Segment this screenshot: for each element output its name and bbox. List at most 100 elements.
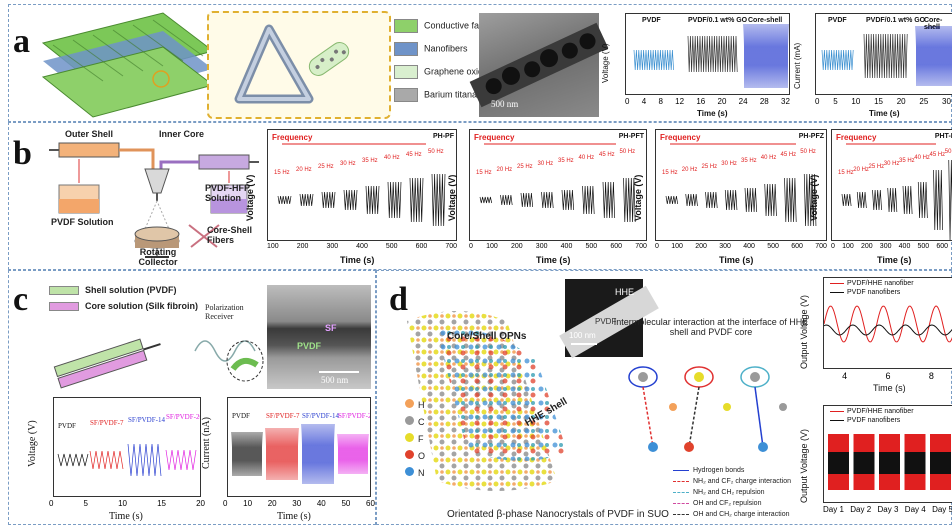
chart-b-hz-label-4: 35 Hz — [899, 158, 915, 164]
atom-legend: H C F O N — [405, 399, 445, 489]
a-voltage-x-tick-1: 4 — [641, 97, 647, 106]
b-series-segment-7 — [623, 177, 636, 223]
b-series-segment-4 — [744, 187, 758, 213]
d-bottom-series-pvdf-1 — [853, 452, 875, 474]
chart-a-current-ylabel: Current (mA) — [793, 42, 802, 89]
c-voltage-x-tick-0: 0 — [49, 499, 54, 508]
chart-c-voltage-xlabel: Time (s) — [109, 511, 143, 522]
d-bottom-series-pvdf-3 — [904, 452, 926, 474]
chart-b-hz-label-7: 50 Hz — [800, 149, 816, 155]
chart-d-bottom-legend-2: PVDF nanofibers — [830, 417, 901, 424]
rotating-collector-label: Rotating Collector — [138, 247, 178, 267]
tem-hhe-label: HHE — [615, 287, 635, 297]
chart-c-current-xticks: 0 10 20 30 40 50 60 — [223, 499, 375, 508]
d-top-x-tick-1: 6 — [885, 371, 891, 381]
chart-b-sample-label: PH-PF — [433, 133, 454, 140]
chart-b-plot: Frequency PH-PFT 15 Hz 20 Hz 25 Hz 30 Hz 35 Hz… — [469, 129, 647, 241]
chart-a-voltage: Voltage (V) PVDF PVDF/0.1 wt% GO Core-sh… — [601, 13, 794, 121]
b-series-segment-0 — [479, 196, 493, 204]
d-bottom-series-pvdf-0 — [828, 452, 849, 474]
panel-d: d Core/Shell OPNs HHE shell H C F O N Or… — [376, 270, 952, 525]
atom-legend-f: F — [405, 433, 424, 444]
chart-c-current-plot: PVDF SF/PVDF-7 SF/PVDF-14 SF/PVDF-20 — [227, 397, 371, 497]
bond-legend-row-0: Hydrogen bonds — [673, 467, 744, 474]
bond-legend-row-3: OH and CF₂ repulsion — [673, 500, 761, 507]
a-voltage-x-tick-4: 16 — [696, 97, 706, 106]
chart-b-hz-label-1: 20 Hz — [496, 167, 513, 173]
chart-a-voltage-plot: PVDF PVDF/0.1 wt% GO Core-shell — [625, 13, 790, 95]
a-current-x-tick-2: 10 — [851, 97, 861, 106]
b-series-segment-5 — [764, 183, 777, 217]
a-voltage-series-go — [687, 35, 738, 73]
b-series-segment-2 — [872, 189, 882, 211]
b-series-segment-4 — [902, 185, 913, 215]
intermolecular-interaction-illustration — [628, 366, 787, 452]
a-voltage-series-pvdf — [633, 49, 674, 71]
chart-b-x-tick-4: 400 — [560, 243, 573, 250]
chart-b-hz-label-4: 35 Hz — [558, 158, 574, 164]
chart-b-hz-label-2: 25 Hz — [517, 164, 533, 170]
b-series-segment-3 — [541, 191, 554, 209]
b-series-segment-0 — [277, 195, 292, 205]
d-bottom-x-tick-4: Day 5 — [932, 505, 952, 514]
fiber-triangle-illustration — [234, 24, 350, 104]
material-legend: Conductive fabric Nanofibers Graphene ox… — [394, 19, 499, 109]
chart-b-frequency-label: Frequency — [474, 133, 515, 142]
atom-legend-h: H — [405, 399, 425, 410]
chart-c-voltage-xticks: 0 5 10 15 20 — [49, 499, 205, 508]
bond-legend: Hydrogen bonds NH₂ and CF₂ charge interac… — [673, 467, 823, 523]
a-current-x-tick-1: 5 — [833, 97, 838, 106]
c-current-x-tick-5: 50 — [341, 499, 351, 508]
b-series-segment-3 — [887, 187, 898, 213]
legend-barium-titanate: Barium titanate — [394, 88, 485, 102]
chart-b-x-tick-5: 600 — [415, 243, 428, 250]
panel-b-label: b — [13, 135, 32, 172]
b-series-segment-0 — [841, 193, 852, 207]
b-series-segment-4 — [561, 189, 575, 211]
chart-b-hz-label-0: 15 Hz — [662, 170, 678, 176]
d-top-series-pvdf-hhe — [824, 305, 952, 343]
a-current-series-go — [863, 33, 908, 79]
chart-b-sample-label: PHT-PFZ — [934, 133, 952, 140]
b-series-segment-7 — [948, 159, 952, 240]
coaxial-syringe-illustration — [53, 338, 264, 389]
b-series-segment-6 — [602, 181, 616, 219]
c-current-x-tick-1: 10 — [243, 499, 253, 508]
a-voltage-x-tick-5: 20 — [717, 97, 727, 106]
c-voltage-series-1 — [89, 450, 124, 470]
b-series-segment-4 — [365, 185, 380, 215]
chart-a-current-plot: PVDF PVDF/0.1 wt% GO Core-shell — [815, 13, 952, 95]
c-current-label-1: SF/PVDF-7 — [266, 412, 300, 420]
chart-a-voltage-xticks: 0 4 8 12 16 20 24 28 32 — [625, 97, 790, 106]
chart-d-top-legend-2: PVDF nanofibers — [830, 289, 900, 296]
chart-c-voltage-ylabel: Voltage (V) — [27, 420, 38, 467]
chart-c-current-ylabel: Current (nA) — [201, 417, 212, 469]
chart-b-hz-label-1: 20 Hz — [853, 167, 869, 173]
panel-c-label: c — [13, 281, 29, 318]
c-voltage-x-tick-4: 20 — [196, 499, 205, 508]
atom-legend-c: C — [405, 416, 425, 427]
inner-core-label: Inner Core — [159, 129, 205, 139]
c-voltage-x-tick-2: 10 — [118, 499, 127, 508]
chart-b-hz-label-7: 50 Hz — [428, 149, 444, 155]
chart-a-voltage-xlabel: Time (s) — [697, 109, 728, 118]
chart-b-hz-label-5: 40 Hz — [914, 155, 930, 161]
chart-b-x-tick-5: 500 — [767, 243, 779, 250]
a-voltage-x-tick-0: 0 — [625, 97, 630, 106]
coaxial-electrospinning-schematic — [49, 142, 259, 258]
c-current-series-2 — [301, 423, 335, 485]
chart-b-x-tick-0: 0 — [655, 243, 659, 250]
chart-b-xlabel: Time (s) — [536, 255, 571, 265]
b-series-segment-7 — [803, 173, 817, 227]
chart-b-frequency-label: Frequency — [836, 133, 877, 142]
chart-a-voltage-label-pvdf: PVDF — [642, 17, 661, 24]
chart-b-hz-label-0: 15 Hz — [476, 170, 492, 176]
chart-b-x-tick-3: 400 — [356, 243, 368, 250]
chart-a-current-xlabel: Time (s) — [869, 109, 900, 118]
c-voltage-series-2 — [127, 443, 162, 477]
chart-b-x-tick-1: 200 — [296, 243, 309, 250]
chart-b-hz-label-0: 15 Hz — [838, 170, 854, 176]
chart-b-x-tick-4: 400 — [898, 243, 911, 250]
chart-b-frequency-label: Frequency — [272, 133, 313, 142]
